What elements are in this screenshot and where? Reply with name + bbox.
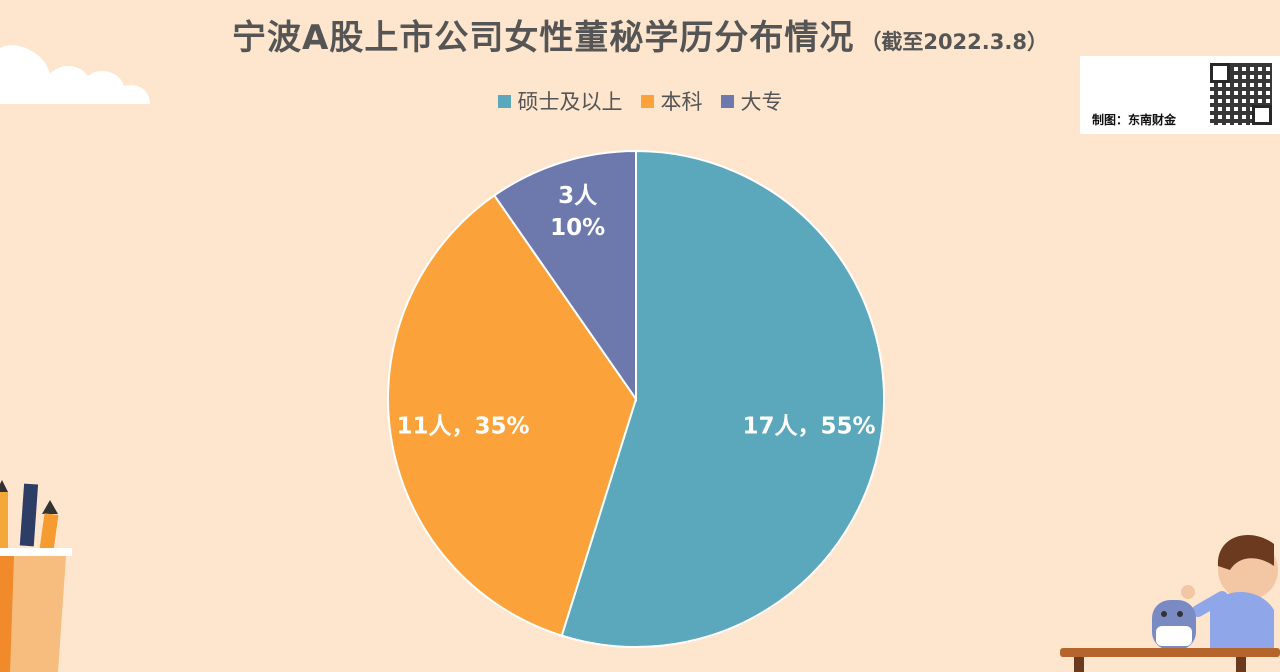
data-label-college-percent: 10% bbox=[550, 215, 605, 241]
legend-label-college: 大专 bbox=[740, 90, 783, 114]
pie-slice-bachelor bbox=[387, 194, 638, 637]
data-label-masters: 17人，55% bbox=[742, 413, 875, 439]
maker-box: 制图：东南财金 bbox=[1080, 56, 1280, 134]
data-label-college-count: 3人 bbox=[558, 183, 598, 209]
chart-subtitle: （截至2022.3.8） bbox=[860, 30, 1048, 54]
legend: 硕士及以上 本科 大专 bbox=[0, 86, 1280, 116]
legend-swatch-bachelor bbox=[640, 94, 654, 108]
qr-code-icon bbox=[1210, 63, 1272, 125]
legend-item-college: 大专 bbox=[720, 86, 783, 116]
cloud-decoration bbox=[0, 45, 150, 104]
chart-title-block: 宁波A股上市公司女性董秘学历分布情况 （截至2022.3.8） bbox=[0, 10, 1280, 59]
legend-label-masters: 硕士及以上 bbox=[517, 90, 623, 114]
data-label-bachelor: 11人，35% bbox=[396, 413, 529, 439]
legend-swatch-masters bbox=[497, 94, 511, 108]
pie-slice-college bbox=[492, 149, 637, 403]
pencil-cup-decoration bbox=[0, 480, 72, 672]
chart-title: 宁波A股上市公司女性董秘学历分布情况 bbox=[232, 18, 855, 58]
pie-slice-masters bbox=[560, 149, 885, 648]
legend-item-masters: 硕士及以上 bbox=[497, 86, 623, 116]
student-decoration bbox=[1060, 535, 1280, 672]
maker-label: 制图：东南财金 bbox=[1092, 113, 1177, 127]
legend-swatch-college bbox=[720, 94, 734, 108]
legend-item-bachelor: 本科 bbox=[640, 86, 703, 116]
legend-label-bachelor: 本科 bbox=[660, 90, 703, 114]
